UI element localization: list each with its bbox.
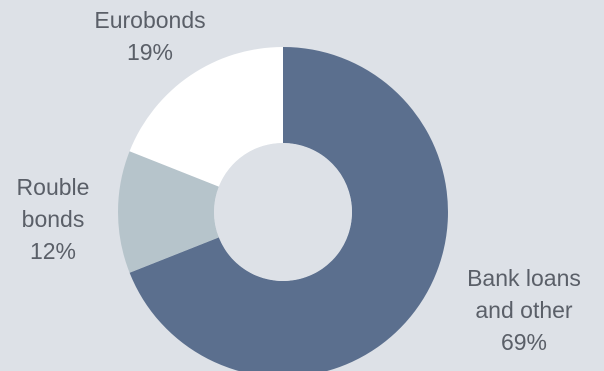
pie-slice-bank-loans-and-other: [129, 47, 448, 371]
pie-slice-rouble-bonds: [118, 151, 219, 273]
donut-hole: [214, 143, 352, 281]
slice-value-label: 69%: [501, 329, 547, 355]
slice-value-label: 19%: [127, 39, 173, 65]
slice-label-line: Bank loans: [467, 265, 581, 291]
slice-value-label: 12%: [30, 238, 76, 264]
pie-slice-eurobonds: [129, 47, 283, 187]
slice-label-line: Eurobonds: [94, 7, 205, 33]
data-label-bank-loans-and-other: Bank loans and other 69%: [467, 265, 581, 355]
slice-label-line: Rouble: [17, 174, 90, 200]
data-label-eurobonds: Eurobonds 19%: [94, 7, 205, 65]
data-label-rouble-bonds: Rouble bonds 12%: [17, 174, 90, 264]
slice-label-line: and other: [475, 297, 573, 323]
slice-label-line: bonds: [22, 206, 85, 232]
